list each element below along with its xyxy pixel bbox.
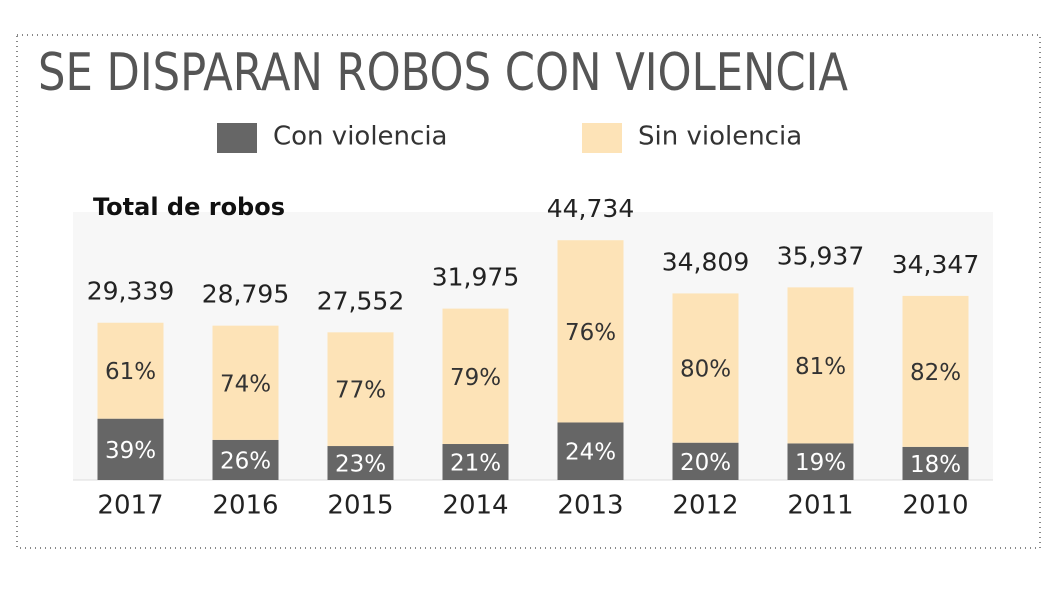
total-label: 44,734 (547, 194, 634, 223)
total-label: 34,809 (662, 247, 749, 276)
bar-segment (672, 442, 739, 480)
value-label: 23% (335, 452, 386, 478)
bar-segment (327, 332, 394, 447)
value-label: 24% (565, 440, 616, 466)
bar-segment (97, 322, 164, 419)
value-label: 39% (105, 438, 156, 464)
value-label: 61% (105, 359, 156, 385)
total-label: 27,552 (317, 286, 404, 315)
bar-segment (97, 418, 164, 480)
total-label: 29,339 (87, 277, 174, 306)
value-label: 18% (910, 452, 961, 478)
frame (16, 34, 1041, 549)
value-label: 80% (680, 357, 731, 383)
total-label: 35,937 (777, 241, 864, 270)
bar-segment (442, 308, 509, 445)
x-tick-label: 2010 (902, 491, 968, 521)
bar-segment (902, 295, 969, 447)
bar-segment (787, 287, 854, 444)
x-tick-label: 2015 (327, 491, 393, 521)
x-tick-label: 2016 (212, 491, 278, 521)
value-label: 19% (795, 450, 846, 476)
x-tick-label: 2014 (442, 491, 508, 521)
total-label: 31,975 (432, 263, 519, 292)
x-tick-label: 2017 (97, 491, 163, 521)
x-tick-label: 2012 (672, 491, 738, 521)
value-label: 77% (335, 378, 386, 404)
legend-swatch (582, 123, 622, 153)
x-tick-label: 2011 (787, 491, 853, 521)
bar-segment (212, 325, 279, 440)
legend-label: Con violencia (273, 122, 447, 152)
bar-segment (442, 444, 509, 480)
bar-segment (672, 293, 739, 443)
value-label: 20% (680, 450, 731, 476)
subtitle: Total de robos (93, 193, 285, 221)
total-label: 28,795 (202, 280, 289, 309)
bar-segment (327, 446, 394, 480)
bar-segment (902, 446, 969, 480)
bar-segment (557, 240, 624, 423)
value-label: 76% (565, 320, 616, 346)
value-label: 82% (910, 360, 961, 386)
total-label: 34,347 (892, 250, 979, 279)
bar-segment (212, 439, 279, 480)
value-label: 21% (450, 451, 501, 477)
chart-title: SE DISPARAN ROBOS CON VIOLENCIA (38, 43, 848, 103)
value-label: 74% (220, 371, 271, 397)
bar-segment (787, 443, 854, 480)
value-label: 26% (220, 448, 271, 474)
x-tick-label: 2013 (557, 491, 623, 521)
value-label: 79% (450, 365, 501, 391)
legend-swatch (217, 123, 257, 153)
legend-label: Sin violencia (638, 122, 802, 152)
bar-segment (557, 422, 624, 480)
value-label: 81% (795, 354, 846, 380)
